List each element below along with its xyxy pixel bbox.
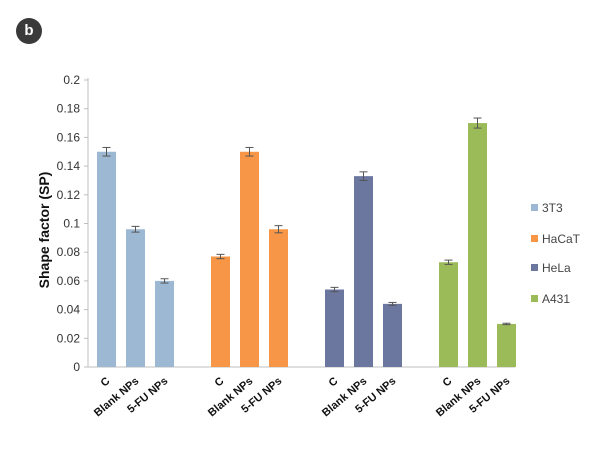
- legend-label-a431: A431: [542, 292, 570, 306]
- bar-hacat-0: [211, 256, 230, 367]
- bar-hela-2: [383, 303, 402, 367]
- y-axis-label: Shape factor (SP): [36, 172, 52, 289]
- legend-label-3t3: 3T3: [542, 201, 563, 215]
- y-tick-label: 0.08: [57, 245, 81, 259]
- x-category-label: C: [213, 375, 227, 389]
- x-category-label: C: [441, 375, 455, 389]
- y-tick-label: 0.1: [63, 217, 80, 231]
- legend: 3T3 HaCaT HeLa A431: [531, 201, 581, 306]
- y-tick-label: 0.14: [57, 159, 81, 173]
- bar-3t3-0: [97, 151, 116, 367]
- legend-swatch-hacat: [531, 235, 538, 242]
- y-tick-label: 0: [73, 360, 80, 374]
- bar-a431-2: [497, 323, 516, 367]
- y-tick-label: 0.2: [63, 73, 80, 87]
- bar-hela-1: [354, 176, 373, 367]
- x-category-label: C: [99, 375, 113, 389]
- bars: [97, 117, 516, 367]
- bar-hela-0: [325, 289, 344, 367]
- legend-swatch-3t3: [531, 204, 538, 211]
- y-tick-label: 0.02: [57, 331, 81, 345]
- bar-a431-1: [468, 123, 487, 367]
- panel-label-badge: b: [16, 18, 42, 44]
- legend-label-hacat: HaCaT: [542, 232, 581, 246]
- y-tick-label: 0.04: [57, 303, 81, 317]
- bar-hacat-1: [240, 151, 259, 367]
- bar-3t3-2: [155, 280, 174, 367]
- x-category-label: C: [327, 375, 341, 389]
- legend-swatch-hela: [531, 264, 538, 271]
- bar-3t3-1: [126, 229, 145, 367]
- y-tick-label: 0.16: [57, 130, 81, 144]
- y-tick-label: 0.06: [57, 274, 81, 288]
- y-tick-label: 0.12: [57, 188, 81, 202]
- legend-label-hela: HeLa: [542, 261, 571, 275]
- y-tick-label: 0.18: [57, 102, 81, 116]
- y-axis: 0 0.02 0.04 0.06 0.08 0.1 0.12 0.14 0.16 0.18 0.2: [57, 73, 515, 374]
- bar-a431-0: [439, 262, 458, 367]
- legend-swatch-a431: [531, 295, 538, 302]
- bar-hacat-2: [269, 229, 288, 367]
